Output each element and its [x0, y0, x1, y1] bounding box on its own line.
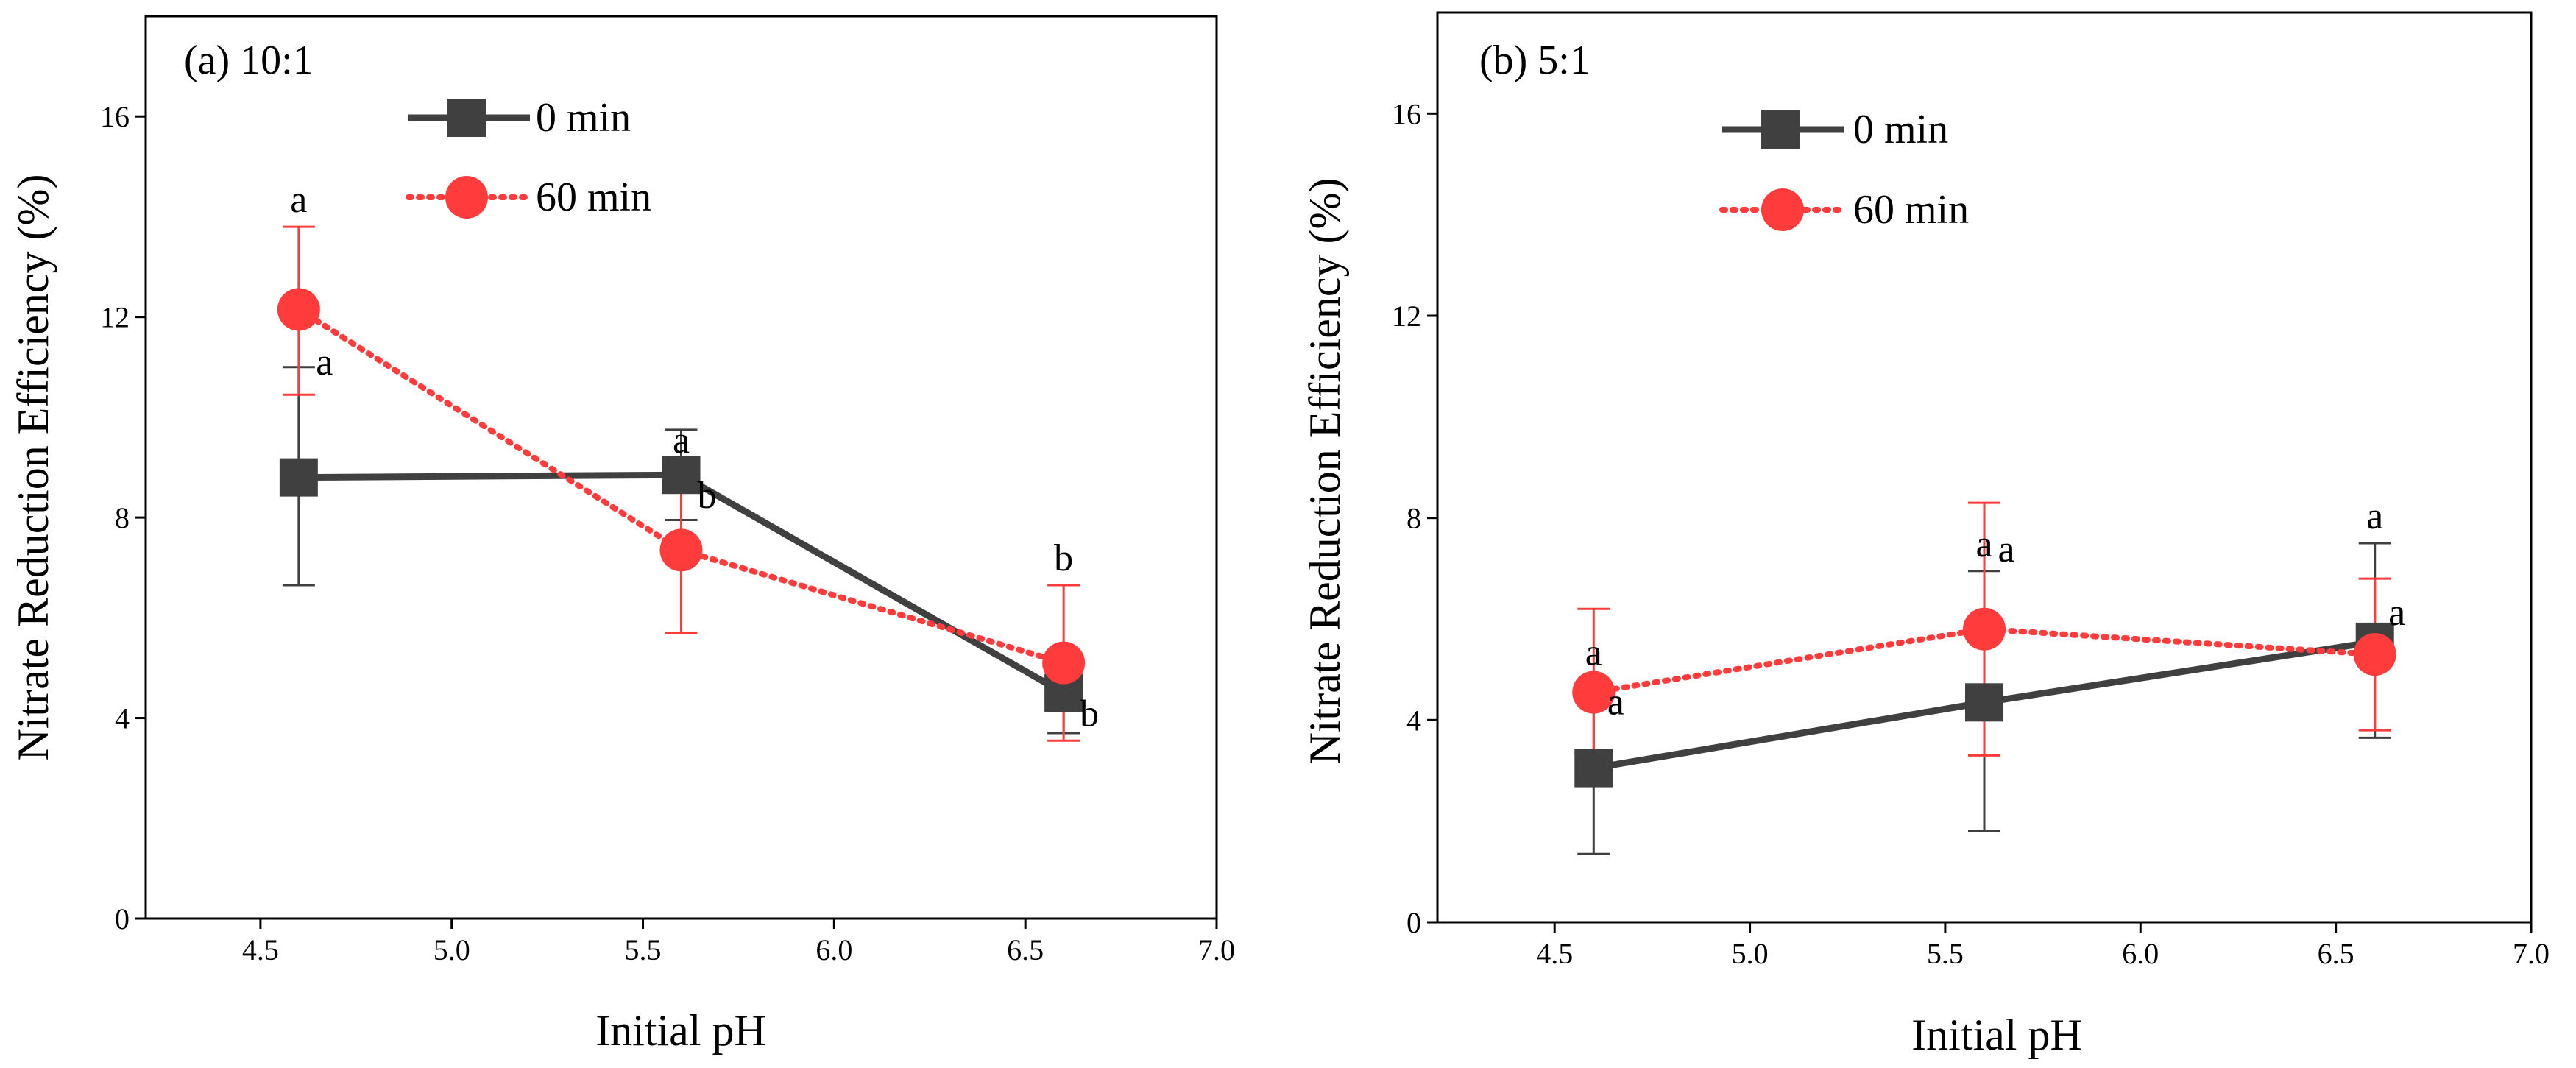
plot-frame — [1436, 11, 2533, 924]
significance-letter: b — [1054, 537, 1073, 579]
data-point-circle — [277, 288, 320, 331]
y-tick-label: 4 — [115, 702, 130, 735]
significance-letter: a — [1998, 528, 2014, 570]
x-axis-title: Initial pH — [1911, 1011, 2082, 1059]
data-point-circle — [2353, 633, 2396, 676]
legend-marker-60-min — [445, 176, 488, 219]
data-point-circle — [1963, 607, 2006, 651]
significance-letter: a — [2366, 495, 2383, 537]
data-point-circle — [1042, 641, 1086, 685]
chart-panel-b: (b) 5:1 Initial pH Nitrate Reduction Eff… — [1301, 11, 2550, 1059]
y-tick-label: 16 — [100, 100, 130, 133]
significance-letter: a — [1975, 523, 1992, 565]
x-tick-label: 4.5 — [242, 933, 279, 966]
x-tick-label: 5.0 — [434, 933, 470, 966]
significance-letter: a — [673, 420, 690, 461]
legend: 0 min 60 min — [1719, 107, 1969, 233]
significance-letter: a — [1585, 632, 1602, 673]
x-tick-label: 6.0 — [815, 933, 852, 966]
y-tick-label: 8 — [115, 501, 130, 534]
tick-group: 4.5 5.0 5.5 6.0 6.5 7.0 0 4 8 12 16 — [1392, 97, 2550, 970]
significance-letter: a — [1607, 682, 1624, 724]
x-tick-label: 7.0 — [1198, 933, 1235, 966]
legend-label-0-min: 0 min — [1853, 107, 1948, 152]
data-point-circle — [1572, 671, 1616, 714]
y-tick-label: 0 — [115, 902, 130, 936]
x-tick-label: 6.5 — [2318, 937, 2354, 970]
y-tick-label: 12 — [1392, 300, 1421, 333]
legend-marker-0-min — [1761, 110, 1800, 149]
significance-letter: a — [2388, 592, 2405, 634]
significance-letter: b — [698, 475, 717, 517]
legend: 0 min 60 min — [406, 95, 651, 220]
legend-label-60-min: 60 min — [1853, 187, 1969, 233]
y-tick-label: 4 — [1406, 704, 1421, 737]
y-axis-title: Nitrate Reduction Efficiency (%) — [9, 174, 57, 761]
panel-title: (a) 10:1 — [184, 38, 314, 83]
significance-letter: b — [1080, 693, 1099, 735]
plot-frame — [144, 15, 1218, 920]
x-tick-label: 5.0 — [1732, 937, 1769, 970]
data-point-circle — [659, 528, 703, 572]
data-point-square — [1965, 683, 2003, 722]
legend-label-0-min: 0 min — [536, 95, 631, 141]
panel-title: (b) 5:1 — [1479, 38, 1590, 83]
x-tick-label: 4.5 — [1536, 937, 1573, 970]
legend-marker-0-min — [447, 99, 486, 137]
x-tick-label: 5.5 — [625, 933, 662, 966]
legend-marker-60-min — [1761, 188, 1804, 231]
x-tick-label: 6.0 — [2122, 937, 2159, 970]
y-tick-label: 12 — [100, 301, 130, 334]
y-axis-title: Nitrate Reduction Efficiency (%) — [1301, 178, 1349, 765]
y-tick-label: 8 — [1406, 502, 1421, 535]
chart-panel-a: (a) 10:1 Initial pH Nitrate Reduction Ef… — [9, 15, 1235, 1055]
data-point-square — [279, 458, 318, 497]
x-axis-title: Initial pH — [595, 1006, 766, 1055]
tick-group: 4.5 5.0 5.5 6.0 6.5 7.0 0 4 8 12 16 — [100, 100, 1235, 966]
x-tick-label: 6.5 — [1007, 933, 1044, 966]
significance-letter: a — [316, 342, 333, 383]
x-tick-label: 5.5 — [1927, 937, 1964, 970]
y-tick-label: 0 — [1406, 906, 1421, 939]
legend-label-60-min: 60 min — [536, 174, 651, 220]
significance-letter: a — [290, 179, 307, 221]
x-tick-label: 7.0 — [2513, 937, 2550, 970]
y-tick-label: 16 — [1392, 97, 1421, 130]
data-point-square — [662, 456, 701, 495]
data-point-square — [1574, 749, 1613, 788]
